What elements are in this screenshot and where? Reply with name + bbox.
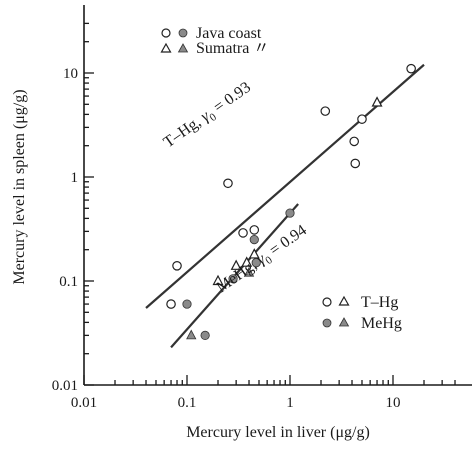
java-mehg-point <box>200 330 210 340</box>
java-thg-point <box>350 158 361 169</box>
mehg-fit-annotation: MeHg, γ0 = 0.94 <box>214 222 312 299</box>
sumatra-thg-point <box>371 96 383 107</box>
legend-mehg-triangle-marker <box>338 317 350 327</box>
legend-thg-triangle-marker <box>338 295 350 306</box>
sumatra-mehg-point <box>243 266 255 277</box>
legend-open-circle-marker <box>161 28 171 38</box>
legend-mehg-label: MeHg <box>361 315 402 332</box>
x-tick-label: 1 <box>286 395 294 411</box>
thg-fit-annotation: T–Hg, γ0 = 0.93 <box>161 79 256 154</box>
sumatra-thg-point <box>241 256 253 267</box>
legend-region: Java coast Sumatra 〃 <box>160 25 269 57</box>
java-mehg-point <box>285 208 295 218</box>
legend-species: T–Hg MeHg <box>322 294 402 332</box>
axis-ticks: 0.01 0.1 1 10 0.01 0.1 1 10 <box>52 22 456 411</box>
java-thg-point <box>357 114 367 124</box>
x-tick-label: 0.01 <box>71 395 97 411</box>
x-axis-label: Mercury level in liver (μg/g) <box>186 424 370 441</box>
java-mehg-point <box>182 299 192 309</box>
sumatra-thg-point <box>230 259 242 270</box>
y-tick-label: 0.01 <box>52 378 78 394</box>
data-points <box>166 63 416 340</box>
plot-frame <box>83 5 472 386</box>
y-tick-label: 0.1 <box>59 274 78 290</box>
java-thg-point <box>349 136 359 147</box>
y-axis-label: Mercury level in spleen (μg/g) <box>11 89 28 284</box>
java-thg-point <box>166 299 176 309</box>
sumatra-thg-point <box>212 274 224 286</box>
java-thg-point <box>406 63 416 74</box>
legend-filled-triangle-marker <box>177 43 189 53</box>
legend-thg-label: T–Hg <box>361 294 398 311</box>
sumatra-thg-point <box>248 248 260 259</box>
y-tick-label: 1 <box>71 170 79 186</box>
legend-thg-circle-marker <box>322 297 332 307</box>
legend-open-triangle-marker <box>160 42 172 53</box>
x-tick-label: 10 <box>386 395 401 411</box>
java-thg-point <box>238 228 248 238</box>
y-tick-label: 10 <box>63 66 78 82</box>
legend-mehg-circle-marker <box>322 318 332 328</box>
java-mehg-point <box>249 235 259 245</box>
java-thg-point <box>249 225 260 235</box>
java-thg-point <box>320 106 331 116</box>
x-tick-label: 0.1 <box>178 395 197 411</box>
legend-sumatra-label: Sumatra 〃 <box>196 40 269 57</box>
java-thg-point <box>172 261 182 271</box>
java-mehg-point <box>228 274 238 284</box>
java-thg-point <box>223 178 233 189</box>
thg-regression-line <box>145 63 425 309</box>
sumatra-mehg-point <box>186 329 197 340</box>
legend-java-label: Java coast <box>196 25 262 42</box>
legend-filled-circle-marker <box>178 28 188 38</box>
